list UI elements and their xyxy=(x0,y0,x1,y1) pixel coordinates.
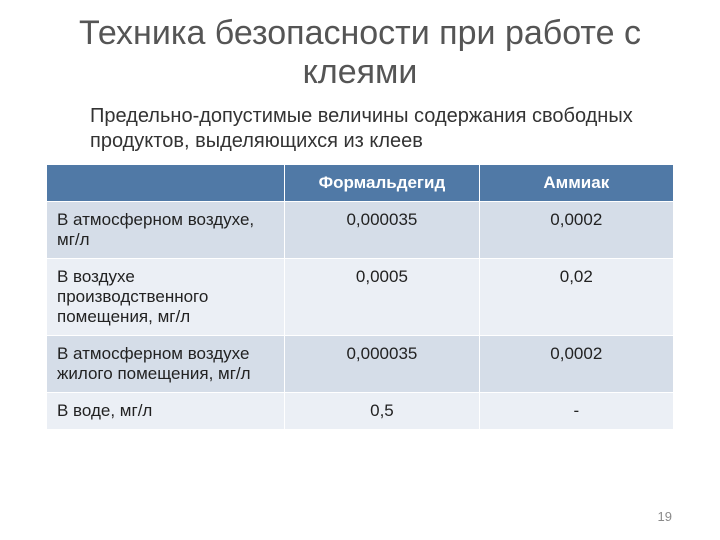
table-row: В воде, мг/л 0,5 - xyxy=(47,393,674,430)
row-val: 0,0005 xyxy=(285,259,479,336)
table-row: В атмосферном воздухе жилого помещения, … xyxy=(47,336,674,393)
table-header-row: Формальдегид Аммиак xyxy=(47,165,674,202)
page-number: 19 xyxy=(658,509,672,524)
table-row: В воздухе производственного помещения, м… xyxy=(47,259,674,336)
page-subtitle: Предельно-допустимые величины содержания… xyxy=(0,98,720,164)
row-val: - xyxy=(479,393,673,430)
row-val: 0,000035 xyxy=(285,202,479,259)
row-label: В воде, мг/л xyxy=(47,393,285,430)
page-title: Техника безопасности при работе с клеями xyxy=(0,0,720,98)
row-label: В воздухе производственного помещения, м… xyxy=(47,259,285,336)
table-row: В атмосферном воздухе, мг/л 0,000035 0,0… xyxy=(47,202,674,259)
row-val: 0,0002 xyxy=(479,202,673,259)
row-label: В атмосферном воздухе, мг/л xyxy=(47,202,285,259)
col-header-ammonia: Аммиак xyxy=(479,165,673,202)
row-val: 0,5 xyxy=(285,393,479,430)
col-header-empty xyxy=(47,165,285,202)
row-val: 0,02 xyxy=(479,259,673,336)
limits-table: Формальдегид Аммиак В атмосферном воздух… xyxy=(46,164,674,430)
row-label: В атмосферном воздухе жилого помещения, … xyxy=(47,336,285,393)
limits-table-wrap: Формальдегид Аммиак В атмосферном воздух… xyxy=(0,164,720,430)
col-header-formaldehyde: Формальдегид xyxy=(285,165,479,202)
row-val: 0,0002 xyxy=(479,336,673,393)
row-val: 0,000035 xyxy=(285,336,479,393)
